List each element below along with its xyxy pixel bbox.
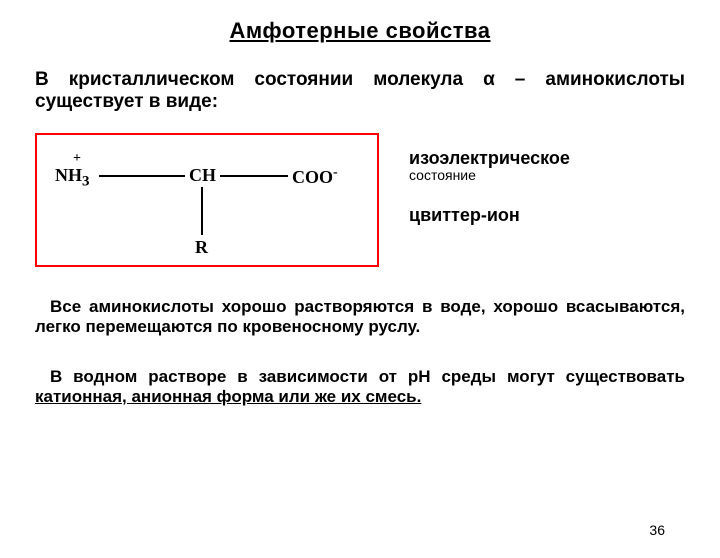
atom-nh3-sup: + bbox=[73, 151, 81, 167]
atom-nh3-text: NH bbox=[55, 165, 82, 185]
paragraph-ph-forms: В водном растворе в зависимости от рН ср… bbox=[35, 367, 685, 407]
label-iso-line2: состояние bbox=[409, 167, 570, 183]
intro-paragraph: В кристаллическом состоянии молекула α –… bbox=[35, 69, 685, 113]
page-number: 36 bbox=[649, 522, 665, 538]
page-title: Амфотерные свойства bbox=[0, 18, 720, 44]
diagram-labels: изоэлектрическое состояние цвиттер-ион bbox=[409, 148, 570, 226]
diagram-row: NH3 + CH COO- R изоэлектрическое состоян… bbox=[0, 133, 720, 267]
para2-under: катионная, анионная форма или же их смес… bbox=[35, 387, 421, 406]
label-iso-line1: изоэлектрическое bbox=[409, 148, 570, 168]
atom-nh3: NH3 + bbox=[55, 165, 90, 191]
zwitterion-diagram: NH3 + CH COO- R bbox=[35, 133, 379, 267]
bond-nh3-ch bbox=[99, 175, 185, 177]
atom-r: R bbox=[195, 237, 208, 258]
label-zwitter: цвиттер-ион bbox=[409, 205, 570, 226]
bond-ch-coo bbox=[220, 175, 288, 177]
bond-ch-r bbox=[201, 187, 203, 235]
atom-ch: CH bbox=[189, 165, 216, 186]
label-isoelectric: изоэлектрическое bbox=[409, 148, 570, 169]
para2-pre: В водном растворе в зависимости от рН ср… bbox=[50, 367, 685, 386]
atom-nh3-sub: 3 bbox=[82, 174, 90, 190]
atom-coo: COO- bbox=[292, 165, 338, 188]
atom-coo-sup: - bbox=[333, 165, 338, 180]
para1-text: Все аминокислоты хорошо растворяются в в… bbox=[35, 297, 685, 336]
paragraph-solubility: Все аминокислоты хорошо растворяются в в… bbox=[35, 297, 685, 337]
atom-coo-text: COO bbox=[292, 167, 333, 187]
